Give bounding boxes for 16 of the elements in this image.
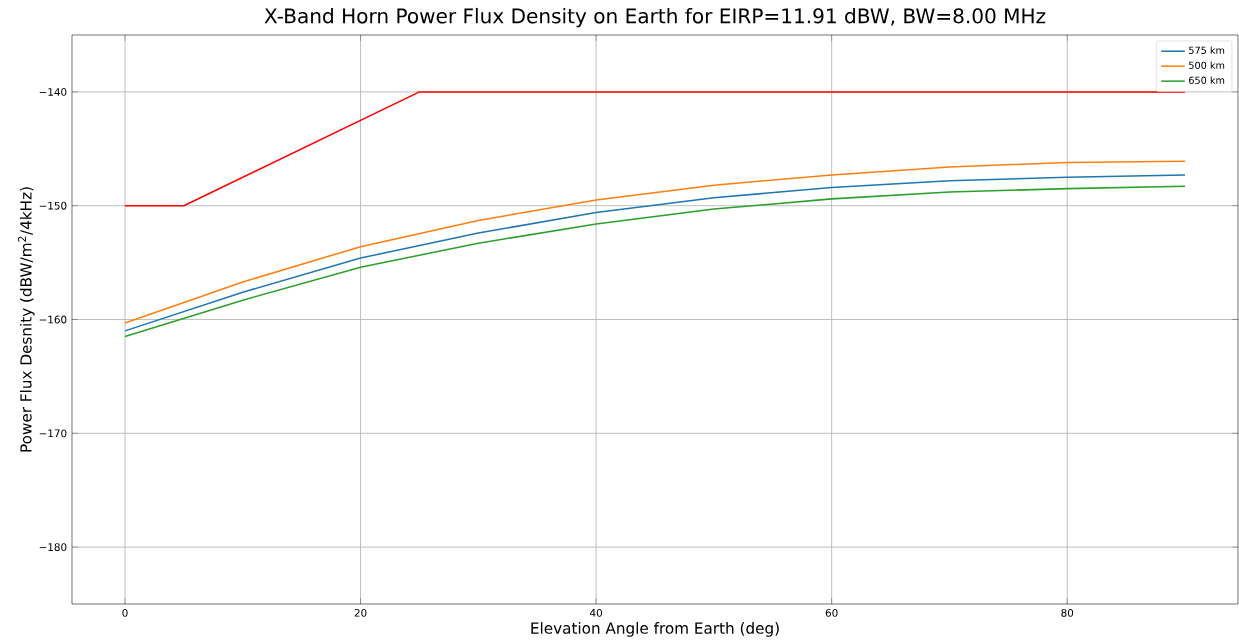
x-tick-label: 60: [825, 608, 838, 617]
y-tick-label: −140: [39, 87, 67, 96]
x-tick-label: 20: [354, 608, 367, 617]
y-axis-title: Power Flux Desnity (dBW/m$^{2}$/4kHz): [18, 187, 35, 452]
legend-label: 650 km: [1189, 76, 1225, 84]
y-tick-label: −180: [39, 543, 67, 552]
y-tick-label: −170: [39, 429, 67, 438]
legend-label: 575 km: [1189, 46, 1225, 54]
legend-label: 500 km: [1189, 61, 1225, 69]
x-tick-label: 40: [590, 608, 603, 617]
x-tick-label: 0: [122, 608, 128, 617]
x-tick-label: 80: [1061, 608, 1074, 617]
y-tick-label: −150: [39, 201, 67, 210]
y-tick-label: −160: [39, 315, 67, 324]
chart-title: X-Band Horn Power Flux Density on Earth for EIRP=11.91 dBW, BW=8.00 MHz: [264, 7, 1046, 28]
x-axis-title: Elevation Angle from Earth (deg): [531, 622, 779, 637]
